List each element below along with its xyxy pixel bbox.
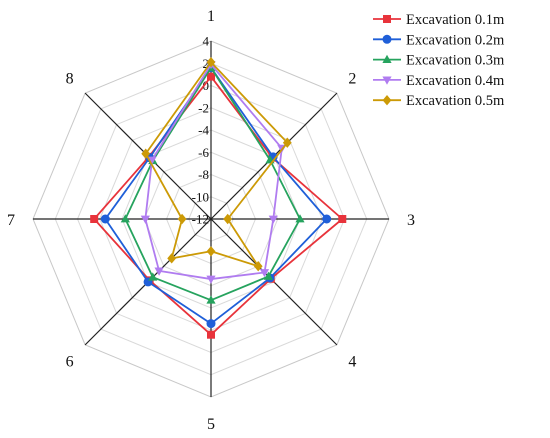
legend-label: Excavation 0.2m xyxy=(406,32,505,48)
legend-item: Excavation 0.1m xyxy=(373,12,505,28)
data-point xyxy=(140,215,150,224)
series-group xyxy=(140,60,287,284)
legend-item: Excavation 0.2m xyxy=(373,32,505,48)
category-label: 6 xyxy=(66,353,74,370)
data-point xyxy=(206,246,216,257)
category-label: 1 xyxy=(207,8,215,25)
radial-tick-label: -4 xyxy=(198,123,209,138)
radial-tick-label: -8 xyxy=(198,167,209,182)
data-point xyxy=(141,148,151,159)
data-point xyxy=(177,213,187,225)
data-point xyxy=(206,275,216,284)
category-label: 8 xyxy=(66,71,74,88)
legend-label: Excavation 0.3m xyxy=(406,53,505,69)
radial-tick-labels: 4 2 0 -2 -4 -6 -8 -10 -12 xyxy=(192,34,210,227)
category-label: 5 xyxy=(207,416,215,433)
category-label: 3 xyxy=(407,212,415,229)
category-labels: 1 2 3 4 5 6 7 8 xyxy=(7,8,415,433)
legend-item: Excavation 0.4m xyxy=(373,73,505,89)
data-point xyxy=(100,214,110,224)
data-point xyxy=(167,253,177,264)
series-layer xyxy=(90,56,347,339)
data-point xyxy=(206,295,216,304)
radial-tick-label: -2 xyxy=(198,100,209,115)
data-point xyxy=(295,214,305,223)
legend-marker xyxy=(382,34,392,44)
legend: Excavation 0.1m Excavation 0.2m Excavation… xyxy=(373,12,505,109)
data-point xyxy=(147,156,157,165)
data-point xyxy=(263,271,274,280)
category-label: 4 xyxy=(348,353,356,370)
data-point xyxy=(148,272,158,281)
category-label: 2 xyxy=(348,71,356,88)
data-point xyxy=(282,137,292,148)
series-line xyxy=(124,66,301,302)
legend-label: Excavation 0.1m xyxy=(406,12,505,28)
data-point xyxy=(207,72,215,81)
legend-marker xyxy=(382,76,392,85)
data-point xyxy=(268,215,278,224)
legend-marker xyxy=(382,54,392,63)
data-point xyxy=(259,269,270,278)
series-line xyxy=(144,63,283,280)
legend-marker xyxy=(383,15,391,23)
radial-tick-label: 0 xyxy=(203,78,210,93)
legend-label: Excavation 0.4m xyxy=(406,73,505,89)
data-point xyxy=(206,56,216,68)
data-point xyxy=(338,215,347,223)
radial-tick-label: 4 xyxy=(203,34,210,49)
series-group xyxy=(90,72,347,339)
data-point xyxy=(223,213,233,225)
legend-marker xyxy=(382,95,392,106)
data-point xyxy=(154,267,164,276)
radar-spokes xyxy=(33,41,389,397)
data-point xyxy=(90,215,99,223)
series-line xyxy=(104,66,328,325)
category-label: 7 xyxy=(7,212,15,229)
legend-label: Excavation 0.5m xyxy=(406,93,505,109)
series-group xyxy=(141,56,292,272)
data-point xyxy=(207,330,215,339)
data-point xyxy=(322,214,332,224)
legend-item: Excavation 0.5m xyxy=(373,93,505,109)
data-point xyxy=(120,214,130,223)
data-point xyxy=(253,260,263,272)
radial-tick-label: -6 xyxy=(198,145,209,160)
legend-item: Excavation 0.3m xyxy=(373,53,505,69)
radial-tick-label: -10 xyxy=(192,189,209,204)
radial-tick-label: 2 xyxy=(203,56,210,71)
radial-tick-label: -12 xyxy=(192,212,209,227)
data-point xyxy=(206,319,216,329)
